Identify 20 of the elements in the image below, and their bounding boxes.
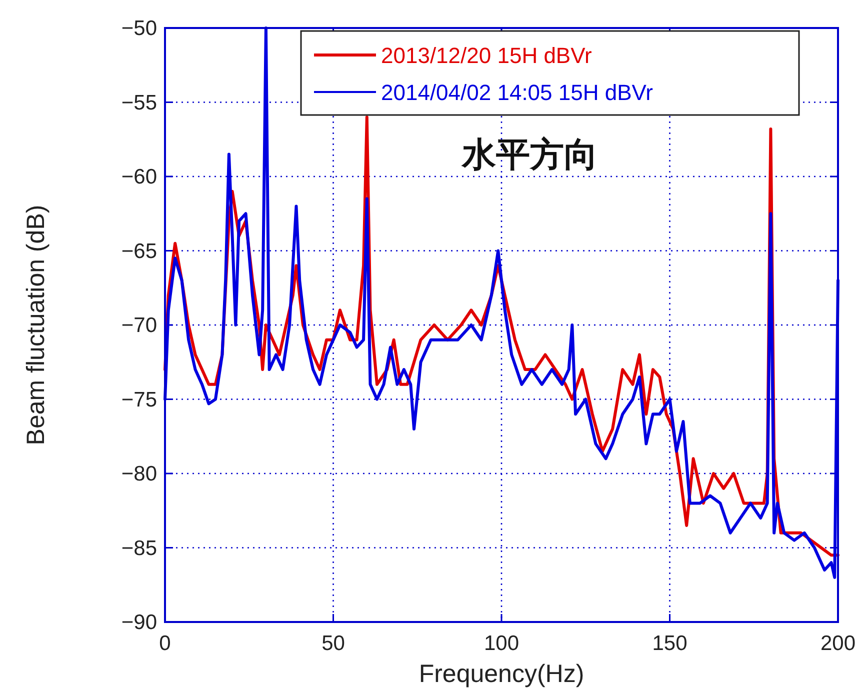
x-tick-label: 150: [652, 632, 688, 655]
y-tick-label: −80: [121, 462, 157, 486]
y-axis-title: Beam fluctuation (dB): [22, 204, 50, 446]
y-tick-label: −60: [121, 166, 157, 188]
y-tick-label: −65: [121, 240, 157, 263]
y-tick-label: −50: [121, 17, 157, 40]
x-tick-label: 50: [322, 632, 345, 655]
y-tick-label: −85: [121, 536, 157, 560]
annotation: 水平方向: [461, 136, 598, 174]
x-tick-label: 0: [159, 632, 171, 655]
legend-label: 2014/04/02 14:05 15H dBVr: [381, 80, 653, 105]
line-series: [164, 26, 840, 579]
x-tick-label: 200: [820, 632, 856, 655]
y-tick-label: −55: [121, 91, 157, 114]
x-axis-title: Frequency(Hz): [418, 660, 584, 688]
y-tick-label: −70: [121, 314, 157, 337]
y-tick-label: −90: [121, 611, 157, 634]
y-tick-label: −75: [121, 388, 157, 412]
legend-label: 2013/12/20 15H dBVr: [381, 43, 592, 68]
x-tick-label: 100: [484, 632, 520, 655]
